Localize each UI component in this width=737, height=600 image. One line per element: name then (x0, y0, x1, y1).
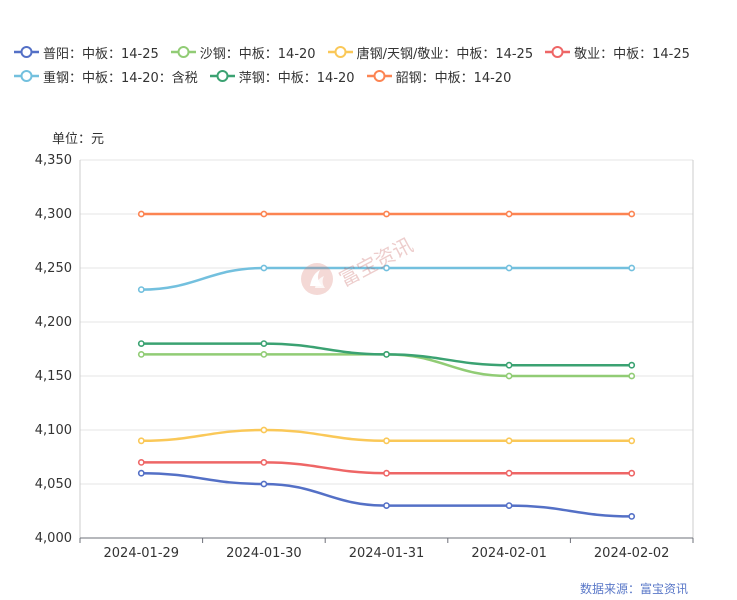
legend-item[interactable]: 普阳：中板：14-25 (14, 43, 159, 62)
data-source-label: 数据来源：富宝资讯 (579, 582, 688, 596)
legend-line-circle-icon (327, 46, 353, 58)
y-tick-label: 4,100 (35, 423, 72, 438)
data-point (260, 426, 268, 434)
data-point (505, 361, 513, 369)
watermark: 富宝资讯 (300, 232, 420, 296)
x-tick-label: 2024-02-02 (594, 546, 670, 561)
y-tick-label: 4,200 (35, 315, 72, 330)
legend-item[interactable]: 唐钢/天钢/敬业：中板：14-25 (327, 43, 534, 62)
data-point (383, 437, 390, 445)
series-line (141, 471, 632, 518)
y-tick-label: 4,050 (35, 477, 72, 492)
data-point (260, 350, 268, 358)
data-point (137, 437, 145, 445)
data-point (628, 372, 636, 380)
legend-line-circle-icon (14, 46, 39, 58)
legend-line-circle-icon (209, 70, 235, 82)
y-tick-label: 4,350 (35, 153, 72, 168)
x-tick-label: 2024-01-30 (226, 546, 302, 561)
data-point (260, 458, 268, 466)
legend-label: 普阳：中板：14-25 (43, 46, 159, 62)
data-point (137, 286, 145, 293)
data-point (505, 210, 513, 218)
legend-label: 韶钢：中板：14-20 (395, 70, 512, 86)
legend-line-circle-icon (170, 46, 196, 58)
data-point (137, 350, 145, 358)
data-point (505, 264, 513, 272)
data-point (137, 340, 145, 347)
y-tick-label: 4,150 (35, 369, 72, 384)
unit-label: 单位：元 (52, 132, 105, 147)
legend-label: 敬业：中板：14-25 (574, 46, 690, 62)
legend-line-circle-icon (545, 46, 571, 58)
legend-item[interactable]: 萍钢：中板：14-20 (209, 67, 355, 86)
data-point (137, 469, 145, 477)
data-point (260, 210, 268, 218)
data-point (137, 210, 145, 218)
legend-label: 萍钢：中板：14-20 (238, 70, 355, 86)
chart-legend: 普阳：中板：14-25 沙钢：中板：14-20 唐钢/天钢/敬业：中板：14-25 敬… (14, 40, 729, 88)
data-point (628, 437, 636, 445)
data-point (260, 480, 268, 488)
data-point (628, 210, 636, 218)
legend-line-circle-icon (14, 70, 39, 82)
legend-row: 普阳：中板：14-25 沙钢：中板：14-20 唐钢/天钢/敬业：中板：14-25 敬… (14, 40, 729, 64)
legend-item[interactable]: 韶钢：中板：14-20 (366, 67, 512, 86)
data-point (383, 469, 390, 477)
data-point (383, 210, 390, 218)
data-point (260, 264, 268, 272)
data-point (505, 437, 513, 445)
x-tick-label: 2024-01-29 (104, 546, 180, 561)
legend-item[interactable]: 敬业：中板：14-25 (545, 43, 690, 62)
legend-row: 重钢：中板：14-20：含税 萍钢：中板：14-20 韶钢：中板：14-20 (14, 64, 729, 88)
x-tick-label: 2024-01-31 (349, 546, 425, 561)
data-point (260, 340, 268, 347)
legend-label: 唐钢/天钢/敬业：中板：14-25 (356, 46, 534, 62)
watermark-logo-icon (301, 263, 333, 295)
y-tick-label: 4,250 (35, 261, 72, 276)
y-tick-label: 4,300 (35, 207, 72, 222)
data-point (628, 469, 636, 477)
legend-item[interactable]: 重钢：中板：14-20：含税 (14, 67, 198, 86)
data-point (383, 502, 390, 509)
legend-item[interactable]: 沙钢：中板：14-20 (170, 43, 316, 62)
legend-label: 重钢：中板：14-20：含税 (43, 70, 198, 86)
data-point (628, 513, 636, 520)
data-point (505, 502, 513, 509)
x-tick-label: 2024-02-01 (471, 546, 547, 561)
legend-line-circle-icon (366, 70, 392, 82)
data-point (505, 372, 513, 380)
y-tick-label: 4,000 (35, 531, 72, 546)
data-point (383, 350, 390, 358)
data-point (137, 458, 145, 466)
data-point (383, 264, 390, 272)
legend-label: 沙钢：中板：14-20 (199, 46, 316, 62)
data-point (628, 264, 636, 272)
data-point (505, 469, 513, 477)
data-point (628, 361, 636, 369)
